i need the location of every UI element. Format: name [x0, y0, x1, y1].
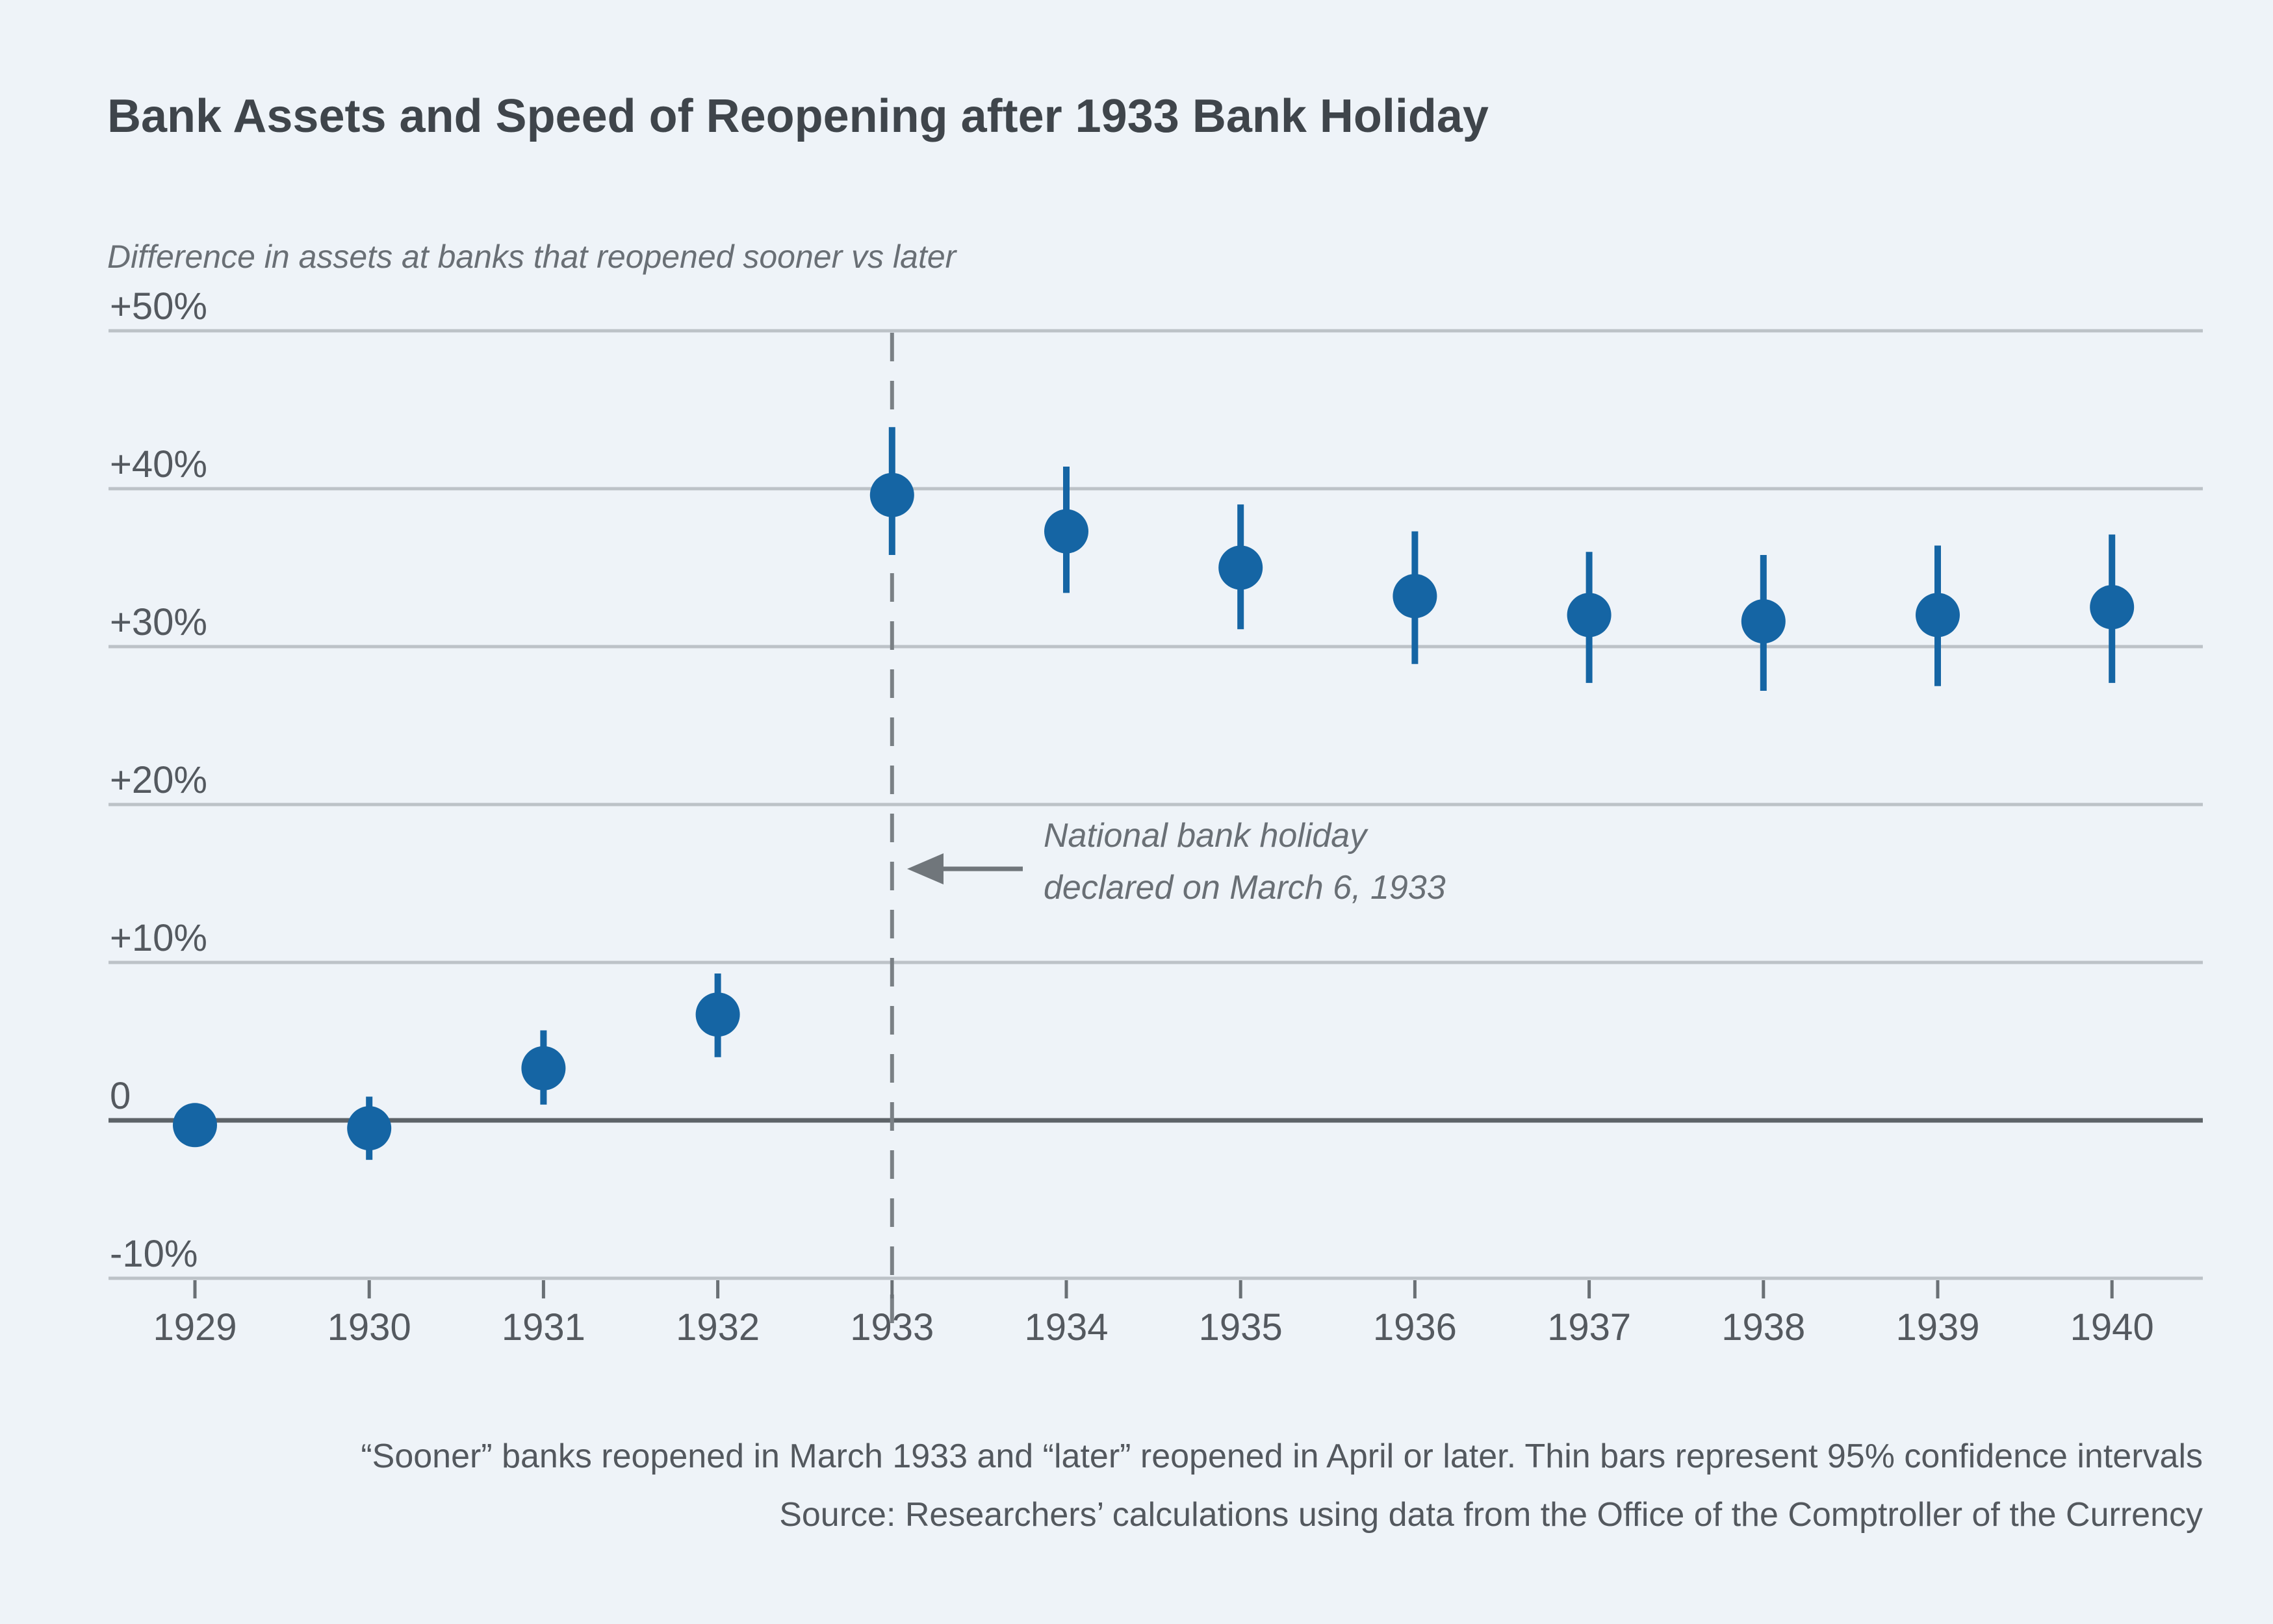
data-point [173, 1103, 217, 1148]
y-axis-label: +50% [110, 285, 207, 328]
x-axis-label: 1935 [1199, 1306, 1283, 1348]
x-axis-label: 1929 [153, 1306, 237, 1348]
x-axis-label: 1933 [850, 1306, 934, 1348]
data-point [1916, 593, 1960, 638]
y-axis-label: 0 [110, 1075, 131, 1117]
y-axis-label: +30% [110, 601, 207, 643]
x-axis-label: 1939 [1895, 1306, 1979, 1348]
data-point [521, 1046, 566, 1090]
event-annotation: National bank holiday declared on March … [1044, 810, 1446, 914]
x-axis-label: 1938 [1721, 1306, 1805, 1348]
data-point [1741, 599, 1786, 644]
data-point [1567, 593, 1612, 638]
x-axis-label: 1932 [676, 1306, 760, 1348]
data-point [1218, 545, 1263, 590]
y-axis-label: +10% [110, 917, 207, 959]
data-point [869, 472, 914, 517]
chart-subtitle: Difference in assets at banks that reope… [107, 238, 957, 275]
x-axis-label: 1937 [1547, 1306, 1631, 1348]
data-point [347, 1106, 392, 1151]
y-axis-label: +20% [110, 759, 207, 801]
x-axis-label: 1930 [327, 1306, 411, 1348]
y-axis-label: +40% [110, 443, 207, 485]
x-axis-label: 1936 [1373, 1306, 1457, 1348]
footnote-note: “Sooner” banks reopened in March 1933 an… [361, 1437, 2203, 1475]
page-title: Bank Assets and Speed of Reopening after… [107, 90, 1489, 142]
data-point [695, 992, 740, 1037]
event-annotation-line1: National bank holiday [1044, 817, 1367, 855]
x-axis-label: 1931 [502, 1306, 585, 1348]
footnote-source: Source: Researchers’ calculations using … [779, 1496, 2203, 1534]
y-axis-label: -10% [110, 1233, 198, 1275]
data-point [1044, 509, 1088, 554]
chart-footnotes: “Sooner” banks reopened in March 1933 an… [0, 1427, 2203, 1544]
x-axis-label: 1940 [2070, 1306, 2154, 1348]
annotation-arrow-head-icon [907, 853, 944, 884]
data-point [1393, 574, 1437, 619]
x-axis-label: 1934 [1024, 1306, 1108, 1348]
data-point [2090, 585, 2135, 630]
event-annotation-line2: declared on March 6, 1933 [1044, 869, 1446, 907]
